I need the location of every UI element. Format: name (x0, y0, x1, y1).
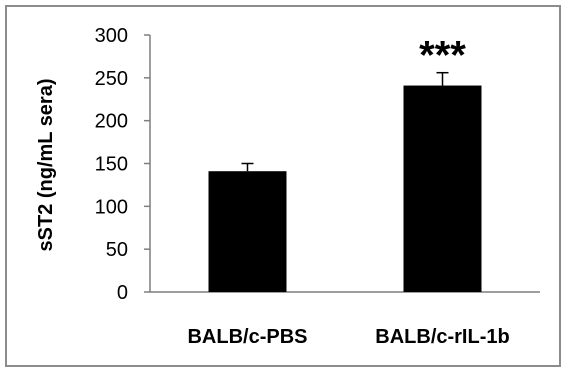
significance-annotation-2: *** (419, 34, 466, 78)
bars (208, 71, 482, 292)
y-axis-title: sST2 (ng/mL sera) (35, 78, 57, 251)
y-tick-label-100: 100 (95, 196, 128, 218)
bar-1 (208, 171, 287, 292)
y-tick-label-0: 0 (117, 282, 128, 304)
labels: BALB/c-PBS BALB/c-rIL-1b *** (187, 34, 509, 348)
y-tick-label-150: 150 (95, 154, 128, 176)
y-tick-label-300: 300 (95, 25, 128, 47)
bar-2 (403, 85, 482, 292)
y-axis-title-group: sST2 (ng/mL sera) (35, 78, 57, 251)
category-label-2: BALB/c-rIL-1b (375, 326, 509, 348)
y-tick-label-250: 250 (95, 68, 128, 90)
y-tick-label-50: 50 (106, 239, 128, 261)
category-label-1: BALB/c-PBS (187, 326, 307, 348)
y-tick-label-200: 200 (95, 111, 128, 133)
